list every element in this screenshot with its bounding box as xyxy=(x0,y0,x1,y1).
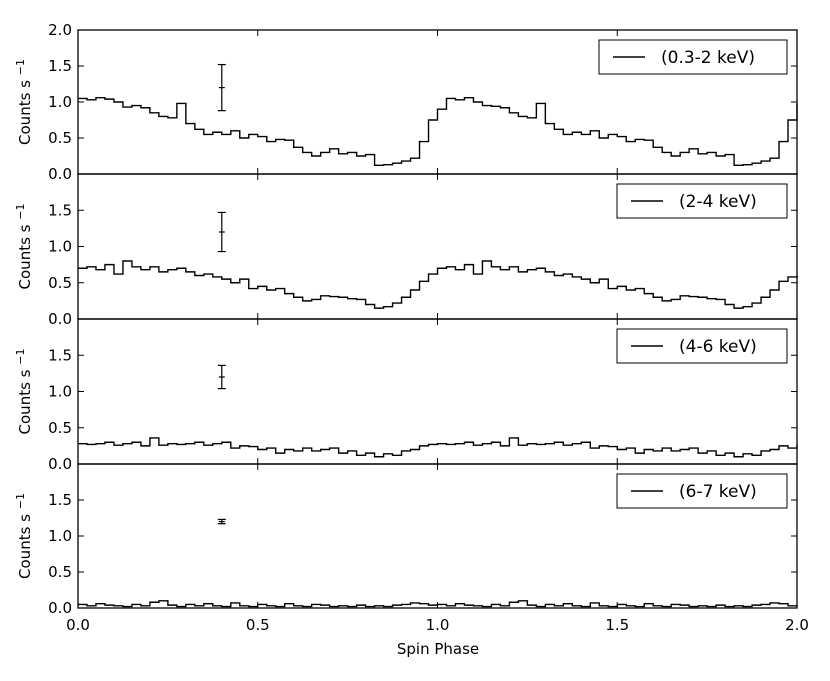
y-axis-label-superscript: −1 xyxy=(14,59,27,75)
y-tick-label: 0.5 xyxy=(48,274,72,292)
x-tick-label: 1.0 xyxy=(426,616,450,634)
y-tick-label: 1.0 xyxy=(48,527,72,545)
x-tick-label: 0.5 xyxy=(246,616,270,634)
y-tick-label: 0.0 xyxy=(48,455,72,473)
y-tick-label: 0.5 xyxy=(48,129,72,147)
legend-label: (6-7 keV) xyxy=(679,482,757,502)
legend-label: (0.3-2 keV) xyxy=(661,48,755,68)
series-line xyxy=(78,437,798,458)
y-tick-label: 0.5 xyxy=(48,563,72,581)
x-axis-label: Spin Phase xyxy=(397,640,479,658)
series-line xyxy=(78,96,798,167)
y-axis-label: Counts s −1 xyxy=(14,349,34,435)
y-tick-label: 1.5 xyxy=(48,346,72,364)
y-axis-label-superscript: −1 xyxy=(14,349,27,365)
y-tick-label: 0.5 xyxy=(48,419,72,437)
legend-label: (2-4 keV) xyxy=(679,192,757,212)
y-tick-label: 1.5 xyxy=(48,201,72,219)
y-tick-label: 1.5 xyxy=(48,57,72,75)
y-tick-label: 1.0 xyxy=(48,93,72,111)
series-line xyxy=(78,600,798,608)
y-tick-label: 0.0 xyxy=(48,599,72,617)
y-tick-label: 1.0 xyxy=(48,383,72,401)
y-axis-label: Counts s −1 xyxy=(14,204,34,290)
y-axis-label: Counts s −1 xyxy=(14,493,34,579)
y-tick-label: 0.0 xyxy=(48,310,72,328)
panel-1: 0.0 0.5 1.0 1.5 2.0 Counts s −1 (0.3-2 keV) xyxy=(14,21,798,183)
y-axis-label-superscript: −1 xyxy=(14,204,27,220)
y-tick-label: 1.5 xyxy=(48,491,72,509)
legend-label: (4-6 keV) xyxy=(679,337,757,357)
y-axis-label-superscript: −1 xyxy=(14,493,27,509)
x-tick-label: 1.5 xyxy=(605,616,629,634)
panel-3: 0.0 0.5 1.0 1.5 Counts s −1 (4-6 keV) xyxy=(14,318,798,473)
y-tick-label: 0.0 xyxy=(48,165,72,183)
panel-2: 0.0 0.5 1.0 1.5 Counts s −1 (2-4 keV) xyxy=(14,173,798,328)
y-tick-label: 1.0 xyxy=(48,238,72,256)
panel-4: 0.0 0.5 1.0 1.5 0.0 0.5 1.0 1.5 2.0 Counts s −1 (6… xyxy=(14,463,809,634)
x-tick-label: 0.0 xyxy=(66,616,90,634)
y-tick-label: 2.0 xyxy=(48,21,72,39)
x-tick-label: 2.0 xyxy=(785,616,809,634)
y-axis-label: Counts s −1 xyxy=(14,59,34,145)
series-line xyxy=(78,260,798,309)
